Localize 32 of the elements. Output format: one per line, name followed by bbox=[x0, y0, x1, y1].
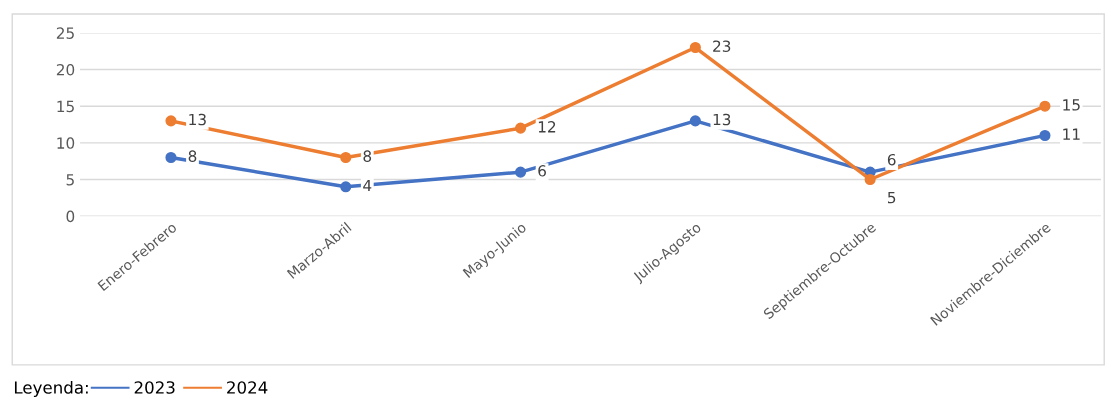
data-label: 8 bbox=[188, 150, 197, 162]
y-tick-label: 0 bbox=[66, 210, 75, 223]
data-label: 5 bbox=[887, 192, 896, 204]
data-label: 12 bbox=[538, 121, 556, 133]
data-label: 15 bbox=[1063, 99, 1080, 111]
data-label: 8 bbox=[363, 150, 372, 162]
point bbox=[514, 166, 527, 178]
y-tick-label: 5 bbox=[66, 174, 74, 186]
legend-title: Leyenda: bbox=[14, 380, 88, 398]
point bbox=[340, 181, 352, 193]
data-label: 13 bbox=[189, 113, 206, 126]
data-label: 13 bbox=[713, 113, 731, 126]
point bbox=[689, 41, 701, 54]
point bbox=[165, 151, 177, 164]
point bbox=[689, 115, 701, 127]
data-label: 11 bbox=[1063, 128, 1080, 140]
point bbox=[340, 151, 352, 164]
point bbox=[1039, 129, 1051, 142]
y-tick-label: 15 bbox=[57, 100, 74, 113]
point bbox=[165, 115, 177, 127]
data-label: 6 bbox=[887, 153, 896, 166]
legend-label: 2023 bbox=[134, 381, 175, 394]
point bbox=[514, 122, 527, 134]
y-tick-label: 20 bbox=[56, 64, 75, 76]
y-tick-label: 10 bbox=[57, 137, 75, 149]
data-label: 4 bbox=[363, 179, 372, 192]
data-label: 23 bbox=[713, 40, 731, 52]
y-tick-label: 25 bbox=[56, 27, 74, 39]
point bbox=[1039, 100, 1051, 112]
data-label: 6 bbox=[538, 165, 546, 177]
point bbox=[864, 173, 876, 186]
legend-label: 2024 bbox=[227, 381, 268, 394]
